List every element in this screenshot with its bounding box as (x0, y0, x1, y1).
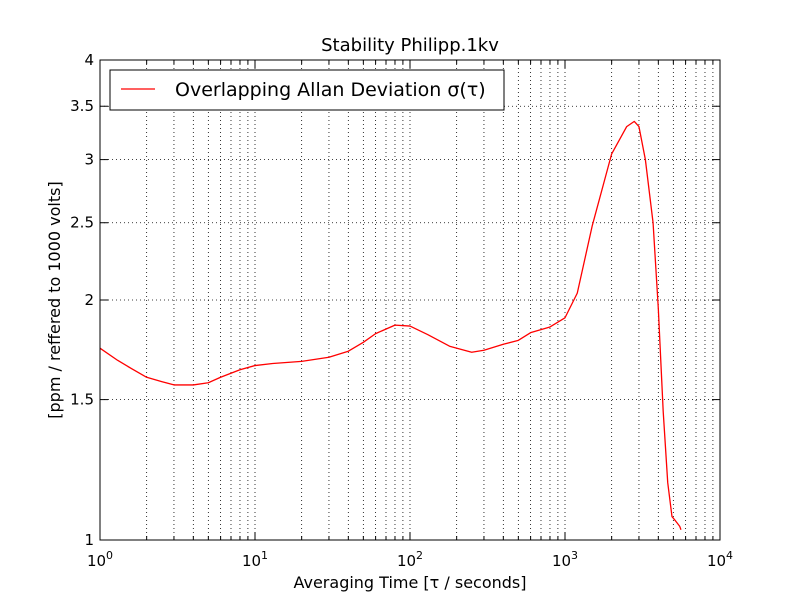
tick-labels: 100 101 102 103 104 1 1.5 2 2.5 3 3.5 4 (70, 51, 733, 570)
y-tick-label: 4 (84, 51, 94, 69)
chart-title: Stability Philipp.1kv (321, 35, 499, 56)
axis-ticks (99, 59, 721, 541)
series-line (99, 120, 682, 530)
y-tick-label: 2 (84, 291, 94, 309)
grid-lines (100, 60, 720, 540)
legend-box (109, 69, 505, 111)
y-tick-label: 3 (84, 151, 94, 169)
legend-label: Overlapping Allan Deviation σ(τ) (175, 79, 486, 101)
y-tick-label: 3.5 (70, 97, 94, 115)
y-tick-label: 1.5 (70, 391, 94, 409)
x-tick-label: 101 (242, 549, 268, 570)
x-axis-label: Averaging Time [τ / seconds] (293, 573, 526, 592)
x-tick-label: 102 (397, 549, 423, 570)
y-tick-label: 2.5 (70, 214, 94, 232)
y-tick-label: 1 (84, 531, 94, 549)
x-tick-label: 104 (707, 549, 733, 570)
plot-frame (99, 59, 721, 541)
legend: Overlapping Allan Deviation σ(τ) (109, 69, 505, 111)
series-group (99, 120, 682, 530)
x-tick-label: 100 (87, 549, 113, 570)
x-tick-label: 103 (552, 549, 578, 570)
y-axis-label: [ppm / reffered to 1000 volts] (45, 181, 64, 418)
